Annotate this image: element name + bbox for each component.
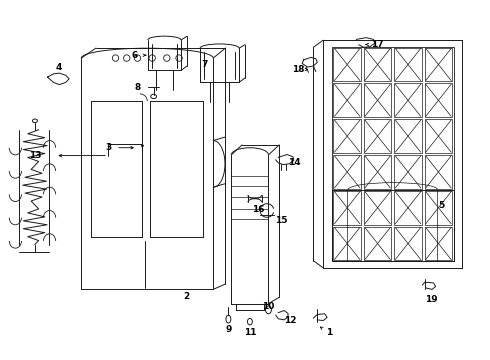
Bar — [364, 227, 392, 260]
Bar — [333, 227, 361, 260]
Bar — [394, 119, 422, 153]
Text: 10: 10 — [262, 302, 274, 311]
Text: 5: 5 — [438, 201, 444, 210]
Text: 11: 11 — [244, 328, 256, 337]
Text: 17: 17 — [370, 40, 383, 49]
Bar — [425, 84, 452, 117]
Text: 8: 8 — [134, 83, 141, 92]
Bar — [394, 155, 422, 189]
Bar — [364, 119, 392, 153]
Text: 12: 12 — [284, 316, 296, 325]
Text: 18: 18 — [293, 65, 305, 74]
Bar — [425, 227, 452, 260]
Bar — [333, 119, 361, 153]
Text: 15: 15 — [275, 216, 288, 225]
Bar — [332, 46, 454, 261]
Bar — [364, 155, 392, 189]
Bar — [425, 155, 452, 189]
Bar — [425, 119, 452, 153]
Text: 7: 7 — [202, 60, 208, 69]
Bar — [333, 84, 361, 117]
Bar — [333, 191, 361, 225]
Bar — [364, 48, 392, 81]
Bar — [332, 190, 454, 261]
Bar — [364, 191, 392, 225]
Text: 4: 4 — [55, 63, 62, 72]
Bar — [425, 48, 452, 81]
Bar — [394, 84, 422, 117]
Bar — [333, 155, 361, 189]
Text: 16: 16 — [252, 205, 265, 214]
Text: 2: 2 — [183, 292, 190, 301]
Bar — [394, 48, 422, 81]
Bar — [425, 191, 452, 225]
Text: 19: 19 — [425, 294, 438, 303]
Text: 3: 3 — [105, 143, 111, 152]
Bar — [364, 84, 392, 117]
Text: 14: 14 — [288, 158, 300, 167]
Bar — [333, 48, 361, 81]
Bar — [394, 227, 422, 260]
Text: 1: 1 — [326, 328, 332, 337]
Text: 9: 9 — [225, 325, 232, 334]
Text: 6: 6 — [132, 51, 138, 60]
Text: 13: 13 — [28, 151, 41, 160]
Bar — [394, 191, 422, 225]
